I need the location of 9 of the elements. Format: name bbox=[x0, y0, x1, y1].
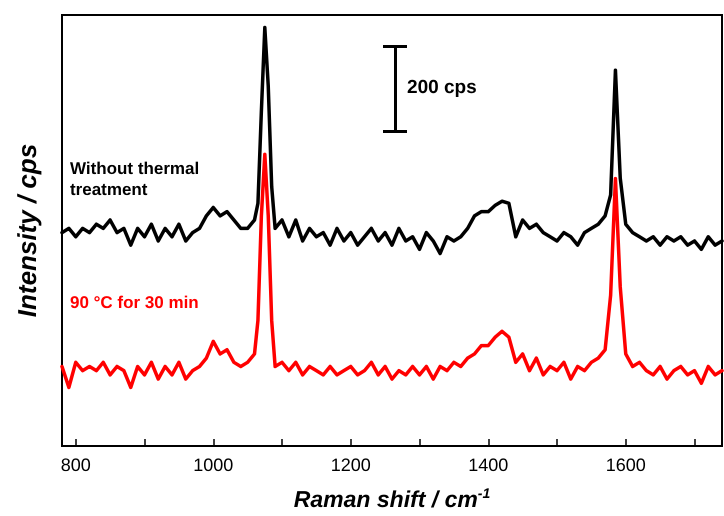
x-tick-label: 1200 bbox=[330, 455, 371, 475]
y-axis-title: Intensity / cps bbox=[12, 144, 42, 318]
series-label: Without thermal treatment bbox=[70, 159, 204, 199]
x-tick-label: 1000 bbox=[193, 455, 234, 475]
annotation: 200 cps bbox=[407, 77, 477, 99]
x-tick-label: 800 bbox=[60, 455, 91, 475]
x-tick-label: 1600 bbox=[606, 455, 646, 475]
series-label: 90 °C for 30 min bbox=[70, 293, 199, 312]
x-tick-label: 1400 bbox=[468, 455, 508, 475]
